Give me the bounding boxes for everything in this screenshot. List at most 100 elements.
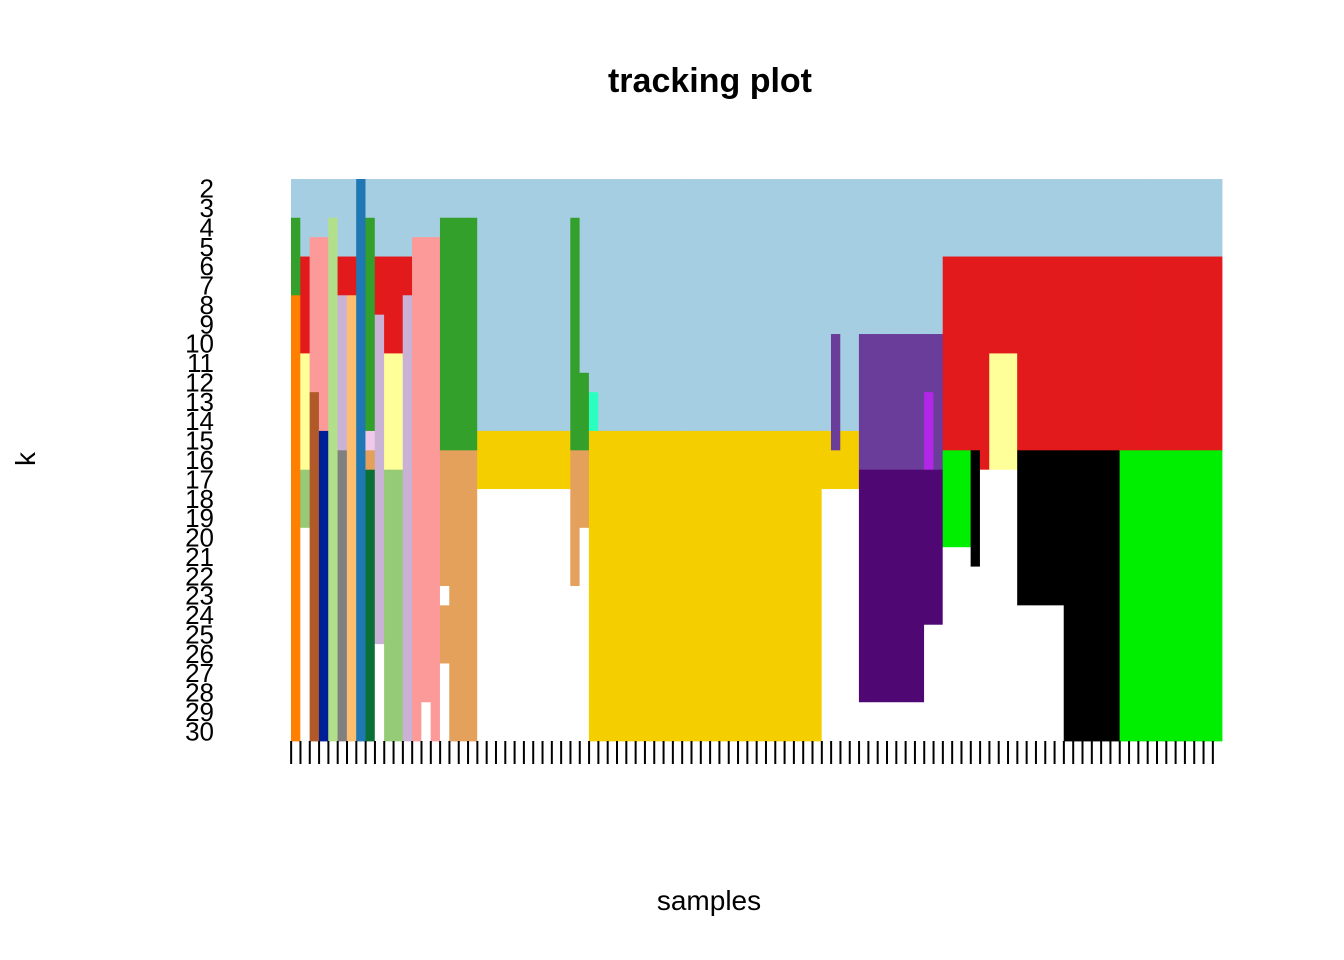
heatmap-cell bbox=[1008, 470, 1018, 742]
heatmap-cell bbox=[980, 450, 990, 470]
heatmap-cell bbox=[1148, 179, 1158, 257]
heatmap-cell bbox=[803, 179, 813, 431]
heatmap-cell bbox=[1194, 257, 1204, 451]
heatmap-cell bbox=[812, 179, 822, 431]
heatmap-cell bbox=[710, 431, 720, 741]
heatmap-cell bbox=[691, 179, 701, 431]
heatmap-cell bbox=[1073, 179, 1083, 257]
heatmap-cell bbox=[617, 431, 627, 741]
y-tick-label: 30 bbox=[185, 716, 214, 746]
heatmap-cell bbox=[831, 450, 841, 489]
heatmap-cell bbox=[1064, 450, 1074, 741]
heatmap-cell bbox=[794, 431, 804, 741]
heatmap-cell bbox=[822, 489, 832, 741]
heatmap-cell bbox=[961, 450, 971, 547]
heatmap-cell bbox=[887, 179, 897, 334]
heatmap-cell bbox=[924, 625, 934, 742]
heatmap-cell bbox=[440, 586, 450, 606]
heatmap-cell bbox=[505, 179, 515, 431]
heatmap-cell bbox=[729, 179, 739, 431]
x-axis-label: samples bbox=[657, 885, 761, 916]
heatmap-cell bbox=[952, 547, 962, 741]
heatmap-cell bbox=[1036, 257, 1046, 451]
heatmap-cell bbox=[477, 489, 487, 741]
heatmap-cell bbox=[440, 218, 450, 451]
heatmap-cell bbox=[738, 179, 748, 431]
heatmap-cell bbox=[915, 702, 925, 741]
heatmap-cell bbox=[608, 431, 618, 741]
heatmap-cell bbox=[896, 179, 906, 334]
heatmap-cell bbox=[1110, 257, 1120, 451]
heatmap-cell bbox=[980, 179, 990, 257]
heatmap-cell bbox=[1082, 450, 1092, 741]
heatmap-cell bbox=[449, 218, 459, 451]
heatmap-cell bbox=[635, 179, 645, 431]
heatmap-cell bbox=[487, 489, 497, 741]
heatmap-cell bbox=[719, 179, 729, 431]
heatmap-cell bbox=[459, 218, 469, 451]
heatmap-cell bbox=[384, 257, 394, 354]
heatmap-cell bbox=[1213, 179, 1223, 257]
heatmap-cell bbox=[1026, 605, 1036, 741]
heatmap-cell bbox=[338, 179, 348, 257]
heatmap-cell bbox=[440, 605, 450, 664]
heatmap-cells bbox=[291, 179, 1222, 741]
heatmap-cell bbox=[775, 179, 785, 431]
heatmap-cell bbox=[1129, 257, 1139, 451]
heatmap-cell bbox=[980, 257, 990, 451]
heatmap-cell bbox=[1120, 179, 1130, 257]
heatmap-cell bbox=[999, 470, 1009, 742]
heatmap-cell bbox=[999, 179, 1009, 257]
heatmap-cell bbox=[757, 179, 767, 431]
heatmap-cell bbox=[403, 295, 413, 741]
heatmap-cell bbox=[552, 431, 562, 490]
heatmap-cell bbox=[701, 431, 711, 741]
heatmap-cell bbox=[1203, 450, 1213, 741]
heatmap-cell bbox=[971, 450, 981, 567]
heatmap-cell bbox=[896, 470, 906, 703]
heatmap-cell bbox=[878, 334, 888, 470]
heatmap-cell bbox=[868, 702, 878, 741]
heatmap-cell bbox=[915, 334, 925, 470]
heatmap-cell bbox=[1054, 179, 1064, 257]
heatmap-cell bbox=[496, 179, 506, 431]
heatmap-cell bbox=[375, 315, 385, 645]
heatmap-cell bbox=[1101, 179, 1111, 257]
heatmap-cell bbox=[524, 431, 534, 490]
heatmap-cell bbox=[1203, 257, 1213, 451]
heatmap-cell bbox=[440, 179, 450, 218]
heatmap-cell bbox=[1157, 450, 1167, 741]
heatmap-cell bbox=[393, 470, 403, 742]
heatmap-cell bbox=[943, 179, 953, 257]
heatmap-cell bbox=[859, 702, 869, 741]
heatmap-cell bbox=[654, 179, 664, 431]
heatmap-cell bbox=[1017, 179, 1027, 257]
heatmap-cell bbox=[310, 237, 320, 392]
heatmap-cell bbox=[440, 663, 450, 741]
y-axis-label: k bbox=[10, 451, 41, 466]
heatmap-cell bbox=[1148, 257, 1158, 451]
heatmap-cell bbox=[393, 257, 403, 354]
heatmap-cell bbox=[924, 392, 934, 470]
heatmap-cell bbox=[1017, 605, 1027, 741]
heatmap-cell bbox=[645, 179, 655, 431]
heatmap-cell bbox=[989, 470, 999, 742]
heatmap-cell bbox=[580, 373, 590, 451]
heatmap-cell bbox=[561, 431, 571, 490]
heatmap-cell bbox=[365, 179, 375, 218]
heatmap-cell bbox=[766, 431, 776, 741]
heatmap-cell bbox=[533, 431, 543, 490]
heatmap-cell bbox=[719, 431, 729, 741]
heatmap-cell bbox=[1073, 257, 1083, 451]
heatmap-cell bbox=[943, 450, 953, 547]
heatmap-cell bbox=[1045, 257, 1055, 451]
heatmap-cell bbox=[449, 179, 459, 218]
heatmap-cell bbox=[952, 450, 962, 547]
heatmap-cell bbox=[1017, 450, 1027, 605]
heatmap-cell bbox=[393, 179, 403, 257]
heatmap-cell bbox=[887, 334, 897, 470]
heatmap-cell bbox=[850, 431, 860, 490]
heatmap-cell bbox=[626, 431, 636, 741]
heatmap-cell bbox=[1185, 450, 1195, 741]
heatmap-cell bbox=[989, 257, 999, 354]
